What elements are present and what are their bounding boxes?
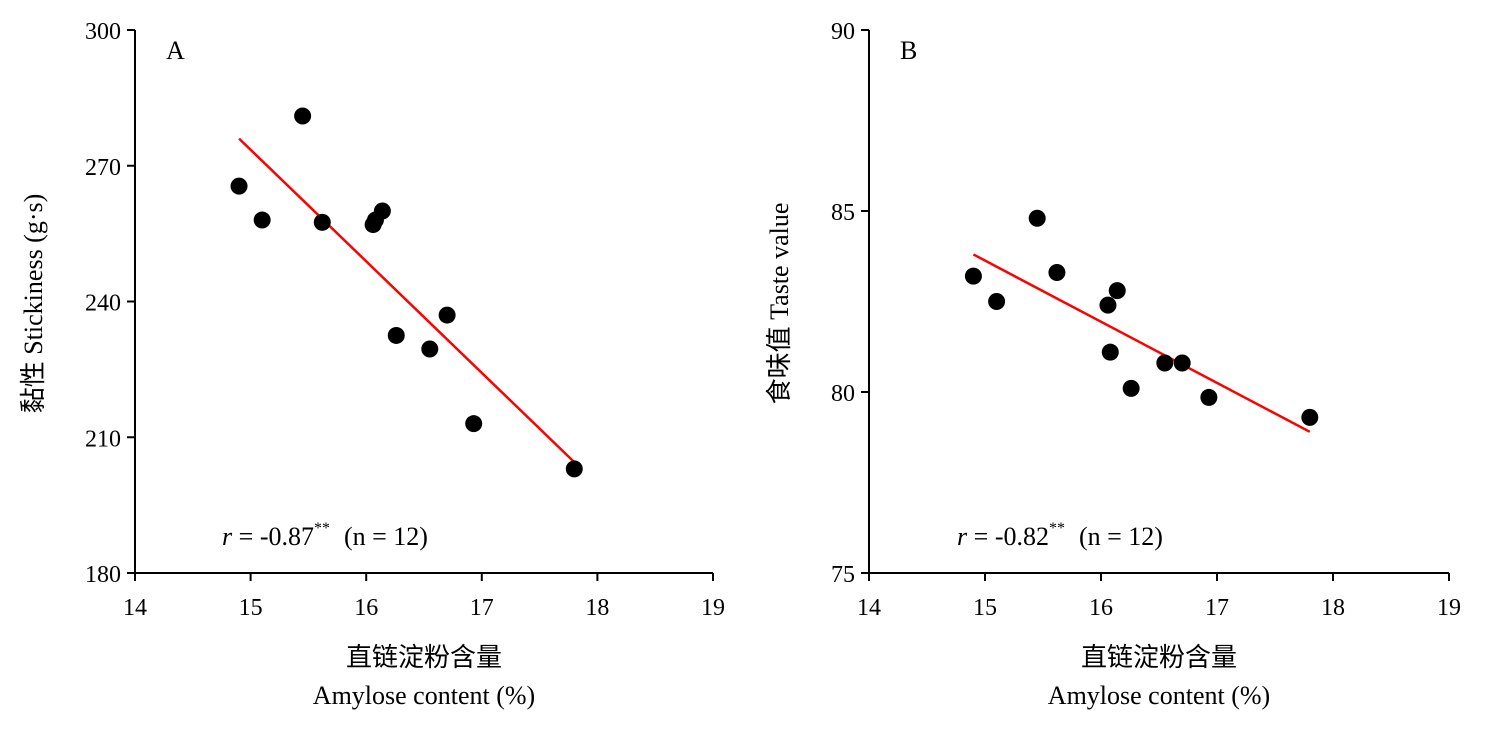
y-axis-title: 黏性 Stickiness (g·s) — [19, 194, 48, 414]
data-point — [1122, 379, 1140, 397]
x-axis-title-en: Amylose content (%) — [1048, 681, 1270, 710]
data-point — [465, 415, 483, 433]
data-point — [565, 460, 583, 478]
data-point — [1156, 354, 1174, 372]
data-point — [313, 213, 331, 231]
y-tick-label: 240 — [85, 291, 121, 317]
x-tick-label: 19 — [1437, 595, 1461, 621]
panel-label: B — [900, 36, 917, 65]
x-axis-title-cn: 直链淀粉含量 — [1081, 643, 1237, 672]
data-point — [1028, 209, 1046, 227]
data-point — [1173, 354, 1191, 372]
correlation-annotation: r = -0.82** (n = 12) — [957, 520, 1163, 551]
r-symbol: r — [957, 522, 968, 551]
y-tick-label: 90 — [831, 19, 855, 45]
x-tick-label: 14 — [123, 595, 147, 621]
x-tick-label: 18 — [1321, 595, 1345, 621]
data-point — [421, 340, 439, 358]
data-point — [387, 326, 405, 344]
sample-size: (n = 12) — [1079, 522, 1163, 551]
x-tick-label: 15 — [973, 595, 997, 621]
r-symbol: r — [222, 522, 233, 551]
data-point — [230, 177, 248, 195]
x-tick-label: 19 — [701, 595, 725, 621]
x-tick-label: 16 — [1089, 595, 1113, 621]
x-tick-label: 16 — [354, 595, 378, 621]
y-tick-label: 80 — [831, 381, 855, 407]
data-point — [1108, 282, 1126, 300]
panel-b: 14 15 16 17 18 19 75 80 85 90 B 直链淀粉含量 Amylose conte… — [765, 19, 1461, 710]
x-tick-label: 17 — [470, 595, 494, 621]
data-point — [1200, 388, 1218, 406]
data-point — [294, 107, 312, 125]
data-point — [438, 306, 456, 324]
y-tick-label: 270 — [85, 155, 121, 181]
x-tick-label: 18 — [585, 595, 609, 621]
x-axis-title-cn: 直链淀粉含量 — [346, 643, 502, 672]
data-point — [253, 211, 271, 229]
r-value: = -0.82 — [967, 522, 1049, 551]
significance-marker: ** — [1049, 520, 1065, 537]
data-point — [1101, 343, 1119, 361]
y-tick-label: 210 — [85, 426, 121, 452]
y-tick-label: 300 — [85, 19, 121, 45]
x-tick-label: 14 — [857, 595, 881, 621]
data-point — [964, 267, 982, 285]
y-axis-title: 食味值 Taste value — [765, 203, 794, 405]
r-value: = -0.87 — [232, 522, 314, 551]
data-point — [373, 202, 391, 220]
x-tick-label: 17 — [1205, 595, 1229, 621]
data-point — [988, 293, 1006, 310]
data-point — [1099, 296, 1117, 314]
trend-line — [238, 137, 576, 464]
y-tick-label: 75 — [831, 562, 855, 588]
data-point — [1048, 264, 1066, 282]
trend-line — [972, 253, 1311, 433]
significance-marker: ** — [314, 520, 330, 537]
x-axis-title-en: Amylose content (%) — [313, 681, 535, 710]
data-point — [1301, 408, 1319, 426]
y-tick-label: 85 — [831, 200, 855, 226]
sample-size: (n = 12) — [344, 522, 428, 551]
x-tick-label: 15 — [239, 595, 263, 621]
panel-label: A — [166, 36, 185, 65]
correlation-annotation: r = -0.87** (n = 12) — [222, 520, 428, 551]
panel-a: 14 15 16 17 18 19 180 210 240 270 300 A 直链淀粉含量 Amylos… — [19, 19, 725, 710]
y-tick-label: 180 — [85, 562, 121, 588]
